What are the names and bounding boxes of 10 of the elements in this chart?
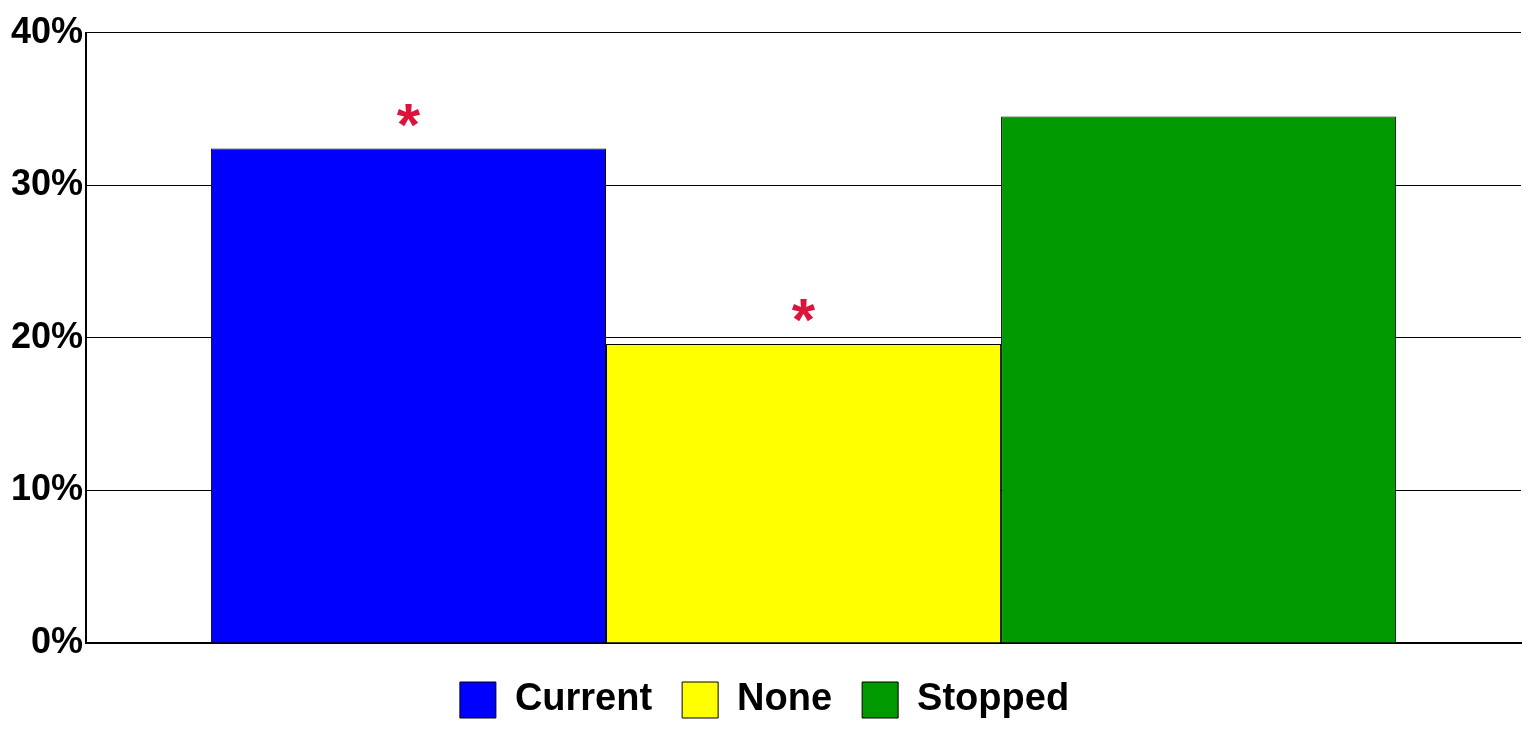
y-tick-label: 0% [31, 619, 84, 661]
legend-label: None [737, 676, 833, 719]
y-tick-label: 30% [10, 162, 84, 204]
legend-label: Stopped [917, 676, 1070, 719]
y-tick-label: 20% [10, 314, 84, 356]
data-label: * [396, 91, 421, 159]
legend-label: Current [514, 676, 653, 719]
data-label: * [791, 286, 816, 354]
y-tick-label: 10% [10, 467, 84, 509]
y-tick-label: 40% [10, 9, 84, 51]
